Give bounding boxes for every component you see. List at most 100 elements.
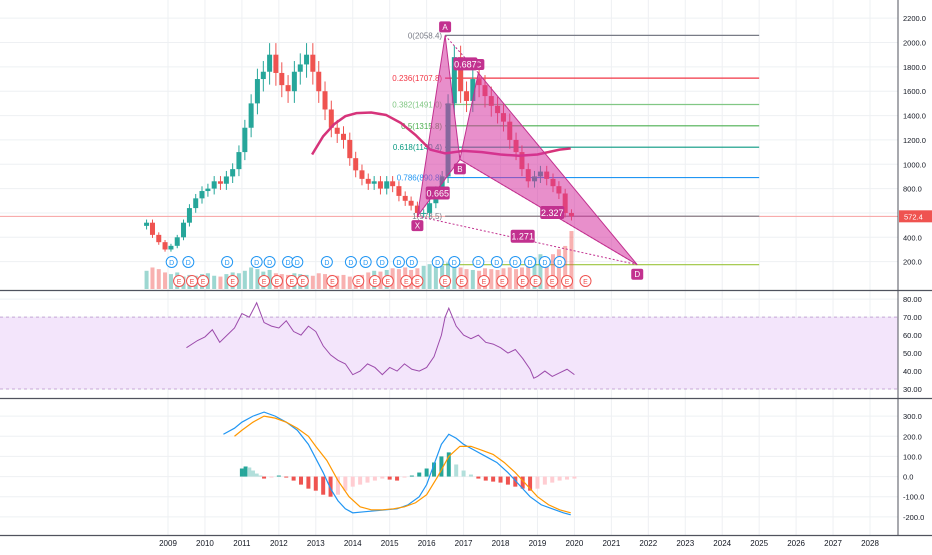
candle-body bbox=[328, 109, 334, 128]
pattern-ratio-label: 2.327 bbox=[541, 208, 564, 218]
candle-body bbox=[316, 71, 322, 92]
macd-histogram-bar bbox=[505, 476, 510, 485]
volume-bar bbox=[396, 269, 401, 289]
time-axis-tick-label: 2024 bbox=[713, 539, 731, 548]
volume-bar bbox=[526, 264, 531, 289]
volume-bar bbox=[347, 276, 352, 289]
event-marker-label: D bbox=[363, 260, 368, 267]
earnings-marker bbox=[411, 275, 424, 287]
time-axis-tick-label: 2020 bbox=[566, 539, 584, 548]
fib-level-label: 0.236(1707.8) bbox=[392, 74, 442, 83]
candle-body bbox=[236, 152, 242, 170]
price-axis-tick-label: 400.0 bbox=[903, 233, 922, 242]
macd-histogram-bar bbox=[254, 473, 259, 477]
event-marker-label: E bbox=[190, 279, 195, 286]
time-axis-tick-label: 2023 bbox=[676, 539, 694, 548]
candle-body bbox=[458, 57, 464, 92]
event-marker-label: E bbox=[301, 279, 306, 286]
earnings-marker bbox=[368, 275, 381, 287]
price-axis-tick-label: 2000.0 bbox=[903, 39, 926, 48]
dividend-marker bbox=[490, 256, 503, 268]
event-marker-label: D bbox=[409, 260, 414, 267]
candle-body bbox=[254, 79, 260, 104]
volume-bar bbox=[446, 262, 451, 289]
volume-bar bbox=[224, 274, 229, 289]
candle-body bbox=[248, 103, 254, 128]
macd-axis-tick-label: 100.0 bbox=[903, 452, 922, 461]
macd-histogram-bar bbox=[291, 476, 296, 481]
rsi-axis-tick-label: 60.00 bbox=[903, 331, 922, 340]
fib-level-label: 1(573.5) bbox=[412, 212, 442, 221]
earnings-marker bbox=[226, 275, 239, 287]
candle-body bbox=[408, 200, 414, 206]
price-axis-tick-label: 1000.0 bbox=[903, 160, 926, 169]
time-axis-tick-label: 2014 bbox=[344, 539, 362, 548]
candle-body bbox=[396, 186, 402, 196]
time-axis-tick-label: 2015 bbox=[381, 539, 399, 548]
macd-histogram-bar bbox=[535, 476, 540, 489]
candle-body bbox=[223, 176, 229, 184]
macd-histogram-bar bbox=[409, 475, 414, 477]
macd-histogram-bar bbox=[258, 475, 263, 477]
volume-bar bbox=[341, 274, 346, 289]
macd-axis-tick-label: 200.0 bbox=[903, 432, 922, 441]
volume-bar bbox=[421, 265, 426, 289]
candle-body bbox=[242, 127, 248, 153]
macd-histogram-bar bbox=[520, 476, 525, 489]
macd-histogram-bar bbox=[454, 464, 459, 477]
macd-histogram-bar bbox=[239, 468, 244, 477]
time-axis-tick-label: 2017 bbox=[455, 539, 473, 548]
event-marker-label: D bbox=[169, 260, 174, 267]
volume-bar bbox=[323, 274, 328, 289]
pattern-point-badge bbox=[439, 21, 452, 33]
price-axis-tick-label: 1200.0 bbox=[903, 136, 926, 145]
dividend-marker bbox=[250, 256, 263, 268]
candle-body bbox=[156, 234, 162, 243]
candle-body bbox=[205, 188, 211, 192]
event-marker-label: E bbox=[230, 279, 235, 286]
event-marker-label: E bbox=[289, 279, 294, 286]
dividend-marker bbox=[263, 256, 276, 268]
event-marker-label: E bbox=[275, 279, 280, 286]
pattern-ratio-badge bbox=[540, 205, 565, 219]
fib-level-label: 0.382(1491.0) bbox=[392, 100, 442, 109]
event-marker-label: E bbox=[443, 279, 448, 286]
pattern-point-label: A bbox=[442, 23, 448, 32]
macd-histogram-bar bbox=[424, 468, 429, 477]
event-marker-label: E bbox=[533, 279, 538, 286]
earnings-marker bbox=[546, 275, 559, 287]
volume-bar bbox=[168, 274, 173, 289]
volume-bar bbox=[470, 269, 475, 289]
pattern-point-badge bbox=[411, 220, 424, 232]
macd-histogram-bar bbox=[432, 462, 437, 477]
candle-body bbox=[144, 222, 150, 226]
event-marker-label: E bbox=[500, 279, 505, 286]
event-marker-label: D bbox=[513, 260, 518, 267]
pattern-ratio-label: 0.665 bbox=[426, 188, 449, 198]
event-marker-label: D bbox=[380, 260, 385, 267]
macd-histogram-bar bbox=[446, 452, 451, 477]
candle-body bbox=[285, 85, 291, 92]
event-marker-label: E bbox=[330, 279, 335, 286]
pattern-ratio-badge bbox=[510, 229, 535, 243]
volume-bar bbox=[427, 264, 432, 289]
candle-body bbox=[304, 54, 310, 65]
macd-histogram-bar bbox=[313, 476, 318, 491]
dividend-marker bbox=[524, 256, 537, 268]
candle-body bbox=[414, 205, 420, 213]
event-marker-label: D bbox=[528, 260, 533, 267]
earnings-marker bbox=[326, 275, 339, 287]
earnings-marker bbox=[516, 275, 529, 287]
rsi-axis-tick-label: 50.00 bbox=[903, 349, 922, 358]
time-axis-tick-label: 2010 bbox=[196, 539, 214, 548]
dividend-marker bbox=[472, 256, 485, 268]
dividend-marker bbox=[344, 256, 357, 268]
candle-body bbox=[230, 169, 236, 177]
volume-bar bbox=[366, 272, 371, 289]
dividend-marker bbox=[291, 256, 304, 268]
event-marker-label: D bbox=[557, 260, 562, 267]
macd-axis-tick-label: -200.0 bbox=[903, 513, 924, 522]
macd-histogram-bar bbox=[565, 476, 570, 480]
macd-histogram-bar bbox=[276, 475, 281, 477]
volume-bar bbox=[514, 269, 519, 289]
